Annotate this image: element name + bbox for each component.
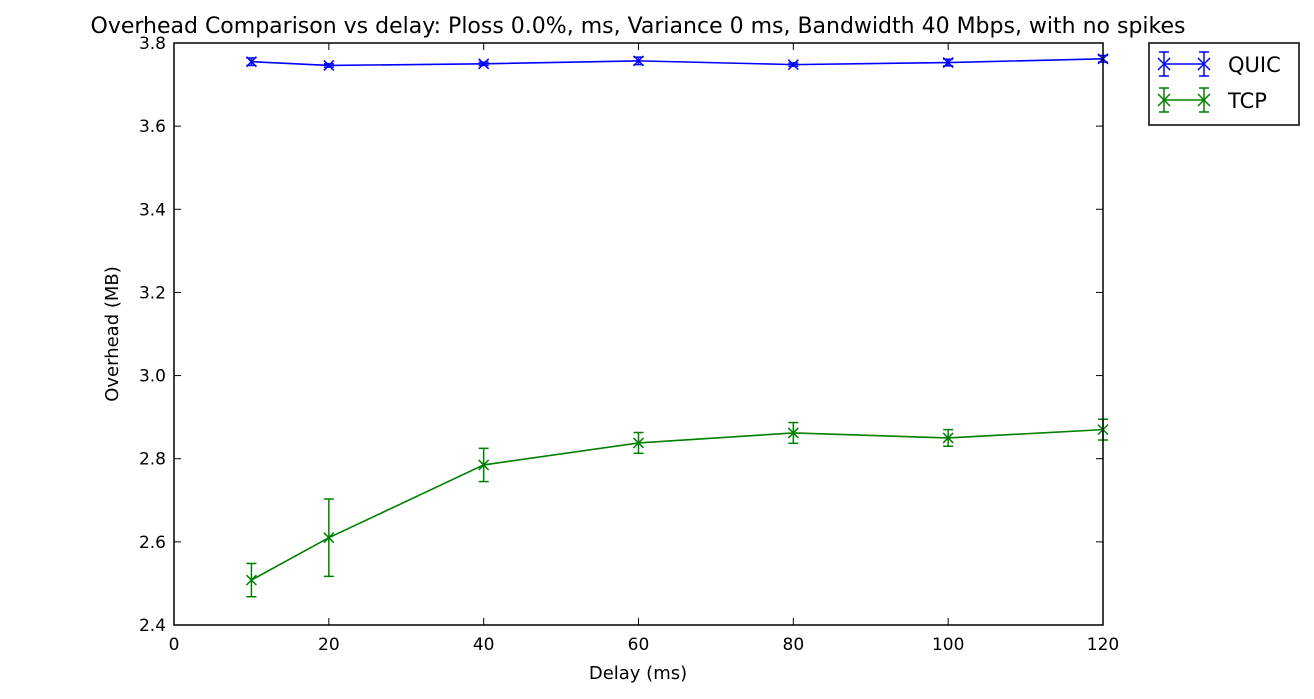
- x-tick-label: 20: [318, 635, 340, 655]
- x-marker-stroke: [632, 55, 645, 67]
- data-point-quic: [787, 59, 799, 71]
- legend-label-tcp: TCP: [1227, 89, 1267, 113]
- x-marker-stroke: [787, 427, 799, 439]
- x-marker-stroke: [478, 459, 490, 471]
- x-marker-stroke: [245, 56, 257, 68]
- legend-label-quic: QUIC: [1228, 53, 1281, 77]
- legend-marker: [1157, 93, 1171, 107]
- y-tick-label: 2.4: [139, 616, 166, 636]
- x-marker-stroke: [323, 532, 335, 544]
- x-axis-label: Delay (ms): [589, 663, 687, 684]
- data-point-quic: [942, 57, 954, 69]
- x-marker-stroke: [632, 437, 645, 449]
- y-tick-label: 3.6: [139, 117, 166, 137]
- y-tick-label: 3.4: [139, 200, 166, 220]
- legend-marker: [1157, 57, 1171, 71]
- plot-series: [245, 53, 1109, 598]
- y-tick-label: 2.6: [139, 533, 166, 553]
- x-marker-stroke: [323, 59, 335, 71]
- chart-title: Overhead Comparison vs delay: Ploss 0.0%…: [91, 14, 1186, 39]
- plot-area-frame: [173, 42, 1104, 626]
- y-tick-label: 3.8: [139, 34, 166, 54]
- y-tick-label: 2.8: [139, 450, 166, 470]
- data-point-quic: [323, 59, 335, 71]
- legend-box: [1148, 42, 1300, 126]
- x-marker-stroke: [787, 59, 799, 71]
- x-marker-stroke: [245, 574, 257, 586]
- x-tick-label: 80: [783, 635, 805, 655]
- legend-marker: [1197, 93, 1211, 107]
- x-tick-label: 100: [932, 635, 964, 655]
- x-marker-stroke: [478, 58, 490, 70]
- data-point-quic: [632, 55, 645, 67]
- series-line-quic: [251, 57, 1104, 67]
- series-tcp: [245, 418, 1109, 598]
- data-point-tcp: [245, 574, 257, 586]
- legend-marker: [1197, 57, 1211, 71]
- x-tick-label: 60: [628, 635, 650, 655]
- data-point-tcp: [478, 459, 490, 471]
- data-point-tcp: [632, 437, 645, 449]
- y-tick-label: 3.2: [139, 283, 166, 303]
- series-line-tcp: [251, 428, 1104, 581]
- y-tick-label: 3.0: [139, 367, 166, 387]
- data-point-quic: [245, 56, 257, 68]
- legend-item-tcp: TCP: [1157, 87, 1267, 113]
- data-point-quic: [478, 58, 490, 70]
- x-marker-stroke: [942, 432, 954, 444]
- y-axis-label: Overhead (MB): [102, 266, 123, 402]
- legend-item-quic: QUIC: [1157, 51, 1281, 77]
- data-point-tcp: [942, 432, 954, 444]
- x-tick-label: 0: [169, 635, 180, 655]
- series-quic: [245, 53, 1109, 71]
- x-tick-label: 40: [473, 635, 495, 655]
- chart-legend: QUIC TCP: [1148, 42, 1300, 126]
- data-point-tcp: [323, 532, 335, 544]
- x-marker-stroke: [942, 57, 954, 69]
- axis-ticks: 0 20 40 60 80 100 120 2.4 2.6 2.8 3.0 3.2 3.4 3.6 3.8: [139, 34, 1119, 655]
- x-tick-label: 120: [1087, 635, 1119, 655]
- data-point-tcp: [787, 427, 799, 439]
